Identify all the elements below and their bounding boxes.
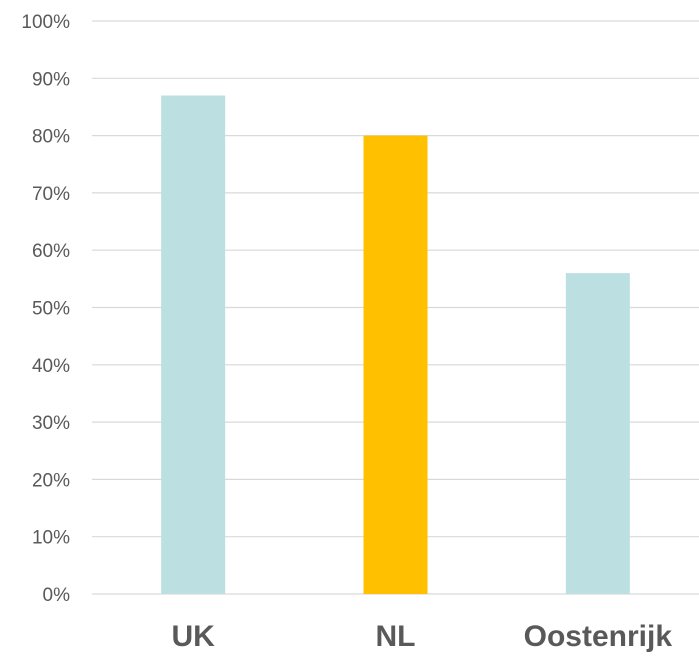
bar-oostenrijk (565, 273, 630, 594)
y-tick-label: 20% (32, 470, 70, 491)
bar-uk (161, 95, 226, 595)
y-tick-label: 60% (32, 241, 70, 262)
y-tick-label: 10% (32, 528, 70, 549)
y-tick-label: 70% (32, 184, 70, 205)
y-tick-label: 30% (32, 413, 70, 434)
y-tick-label: 90% (32, 69, 70, 90)
y-tick-label: 80% (32, 127, 70, 148)
y-tick-label: 40% (32, 356, 70, 377)
y-tick-label: 100% (21, 12, 70, 33)
y-tick-label: 0% (43, 585, 71, 606)
y-tick-label: 50% (32, 299, 70, 320)
y-axis-tick-labels: 0% 10% 20% 30% 40% 50% 60% 70% 80% 90% 100% (21, 12, 70, 606)
bars (161, 95, 630, 595)
bar-nl (363, 135, 428, 594)
x-tick-label: UK (171, 620, 215, 653)
x-tick-label: Oostenrijk (524, 620, 673, 653)
x-tick-label: NL (376, 620, 416, 653)
x-axis-tick-labels: UK NL Oostenrijk (171, 620, 672, 653)
